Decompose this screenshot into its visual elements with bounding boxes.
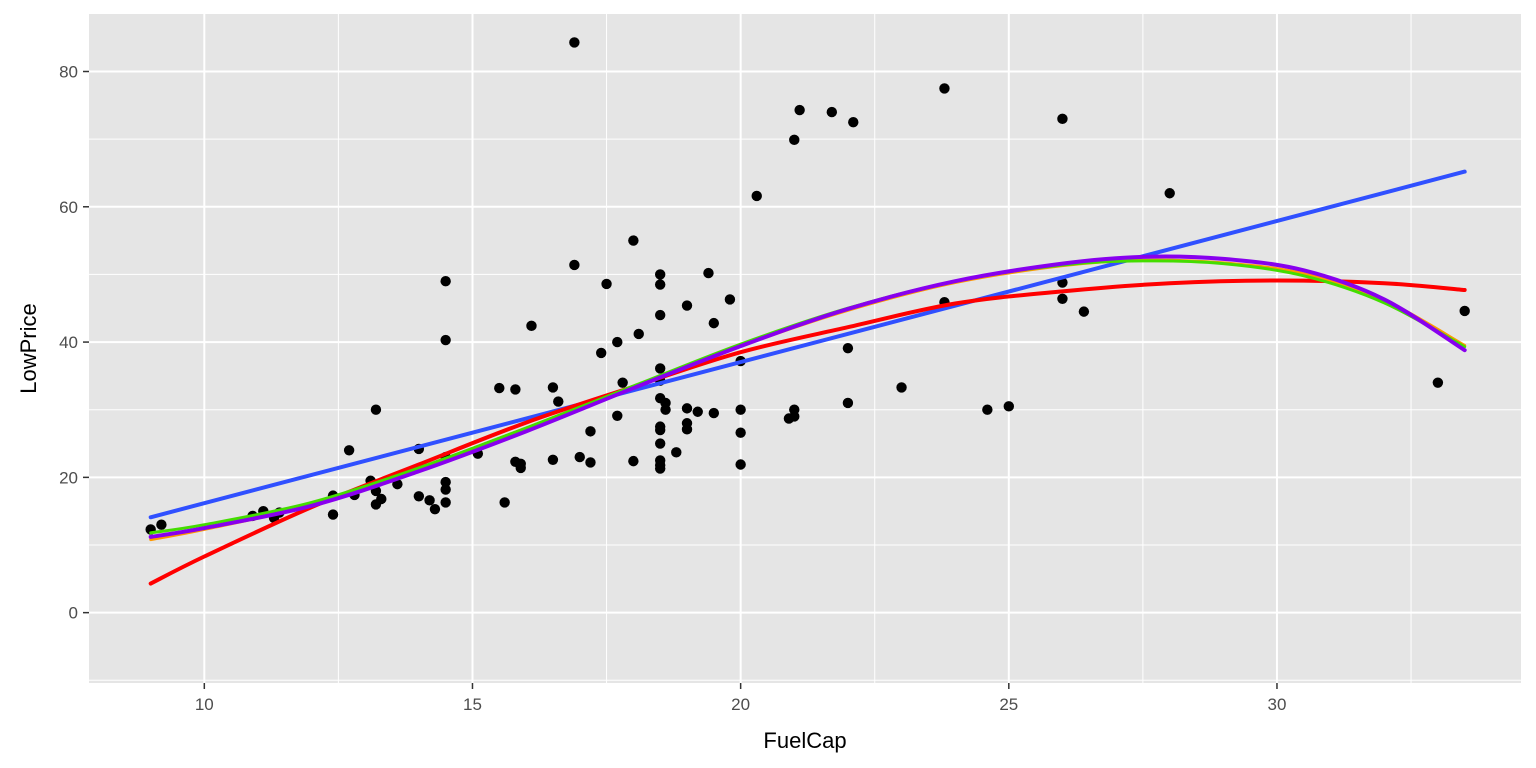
data-point	[424, 495, 435, 506]
data-point	[735, 459, 746, 470]
data-point	[671, 447, 682, 458]
x-tick-label: 15	[463, 695, 482, 714]
data-point	[939, 83, 950, 94]
data-point	[574, 451, 585, 463]
data-point	[553, 396, 564, 407]
data-point	[547, 382, 559, 393]
data-point	[735, 404, 746, 415]
data-point	[848, 117, 859, 128]
data-point	[842, 342, 854, 354]
data-point	[789, 134, 800, 146]
data-point	[569, 37, 580, 48]
x-axis-title: FuelCap	[763, 728, 846, 753]
data-point	[724, 294, 736, 305]
data-point	[440, 275, 451, 287]
data-point	[982, 404, 993, 415]
data-point	[660, 404, 671, 415]
data-point	[1432, 377, 1444, 388]
grid-major	[89, 14, 1521, 683]
data-point	[654, 269, 666, 280]
y-tick-label: 0	[69, 604, 78, 623]
data-point	[896, 382, 907, 393]
data-point	[327, 509, 339, 520]
data-point	[789, 411, 800, 422]
data-point	[156, 519, 167, 530]
y-tick-label: 60	[59, 198, 78, 217]
y-tick-label: 80	[59, 62, 78, 81]
plot-panel	[89, 14, 1521, 683]
data-point	[617, 377, 628, 388]
y-tick-label: 40	[59, 333, 78, 352]
grid-minor	[89, 14, 1521, 683]
data-point	[628, 235, 639, 246]
data-point	[376, 493, 387, 505]
data-point	[628, 455, 639, 467]
data-point	[343, 445, 355, 456]
data-point	[612, 336, 623, 348]
data-point	[440, 484, 451, 495]
data-point	[499, 497, 510, 508]
data-point	[633, 328, 644, 340]
data-point	[440, 476, 451, 488]
data-point	[585, 426, 596, 437]
data-point	[842, 397, 854, 409]
data-point	[681, 424, 693, 435]
data-point	[601, 278, 612, 290]
data-point	[654, 463, 666, 474]
data-point	[1057, 113, 1068, 125]
data-point	[692, 406, 703, 417]
data-point	[429, 503, 441, 515]
x-tick-label: 30	[1268, 695, 1287, 714]
data-point	[654, 424, 666, 436]
fit-lines	[148, 169, 1467, 586]
data-point	[510, 384, 521, 395]
data-point	[708, 407, 720, 419]
x-axis: 10 15 20 25 30	[195, 683, 1287, 714]
data-point	[708, 317, 720, 329]
data-point	[681, 300, 693, 311]
y-tick-label: 20	[59, 468, 78, 487]
data-point	[547, 454, 559, 465]
data-point	[585, 457, 596, 468]
data-point	[681, 403, 693, 414]
data-point	[413, 491, 425, 502]
data-point	[494, 382, 505, 394]
data-point	[735, 427, 746, 438]
data-point	[526, 320, 537, 332]
y-axis: 0 20 40 60 80	[59, 62, 89, 623]
data-point	[569, 259, 580, 271]
data-point	[515, 462, 526, 474]
data-point	[751, 190, 762, 202]
data-point	[612, 410, 623, 422]
data-point	[370, 404, 382, 415]
data-point	[595, 347, 607, 359]
data-point	[440, 334, 451, 346]
y-axis-title: LowPrice	[16, 303, 41, 393]
data-point	[794, 104, 805, 116]
x-tick-label: 20	[731, 695, 750, 714]
data-point	[703, 267, 714, 279]
data-point	[826, 106, 838, 118]
data-points	[145, 37, 1470, 535]
data-point	[1003, 401, 1015, 412]
x-tick-label: 10	[195, 695, 214, 714]
data-point	[654, 309, 666, 321]
linear-fit-line	[148, 169, 1467, 520]
data-point	[1057, 293, 1068, 304]
data-point	[1078, 306, 1090, 317]
data-point	[654, 438, 666, 449]
data-point	[654, 363, 666, 374]
data-point	[1164, 188, 1175, 199]
x-tick-label: 25	[999, 695, 1018, 714]
poly-fit-line-purple	[148, 254, 1467, 539]
data-point	[654, 279, 666, 290]
data-point	[440, 497, 451, 508]
data-point	[1459, 305, 1470, 317]
